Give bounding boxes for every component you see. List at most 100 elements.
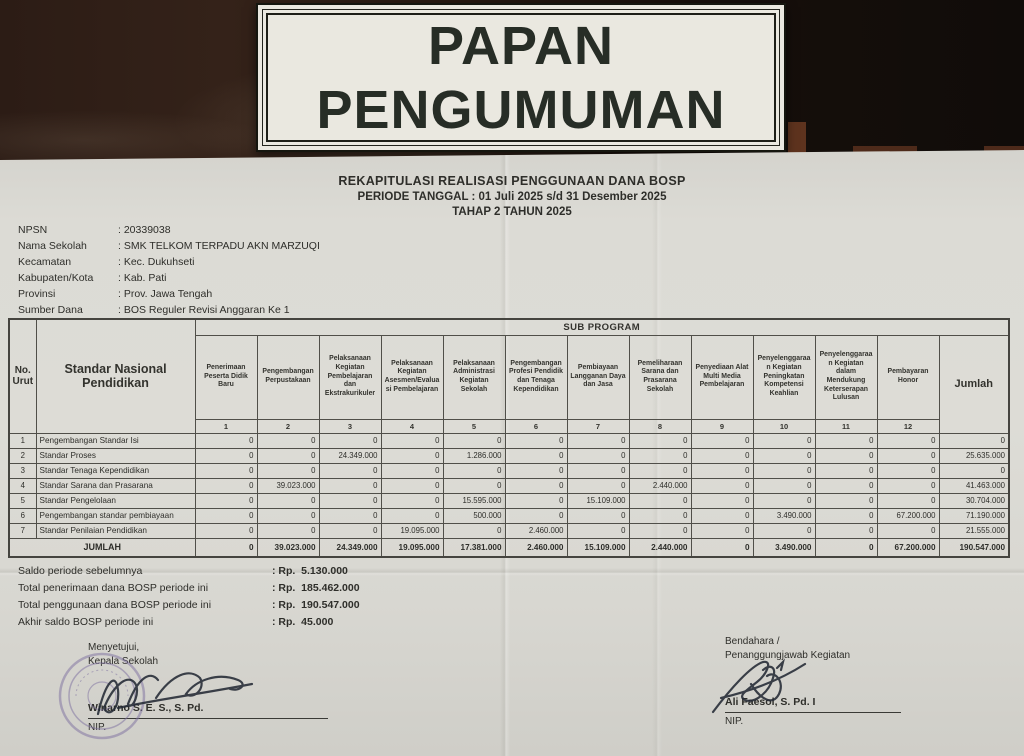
cell-value: 0 <box>380 462 444 479</box>
cell-value: 0 <box>690 462 754 479</box>
bosp-table: No. Urut Standar Nasional Pendidikan SUB P… <box>8 318 1010 558</box>
info-label: Sumber Dana <box>18 304 83 316</box>
table-row: 2 Standar Proses 0 0 24.349.000 0 1.286.000 0 0 0… <box>8 447 1010 464</box>
cell-no: 4 <box>8 477 37 494</box>
cell-value: 39.023.000 <box>256 477 320 494</box>
info-value: : Prov. Jawa Tengah <box>118 288 213 300</box>
summary-row-saldo-sebelumnya: Saldo periode sebelumnya : Rp. 5.130.000 <box>18 562 360 579</box>
summary-row-total-penggunaan: Total penggunaan dana BOSP periode ini :… <box>18 596 360 613</box>
cell-value: 1.286.000 <box>442 447 506 464</box>
cell-value: 0 <box>318 477 382 494</box>
cell-value: 0 <box>814 477 878 494</box>
table-row: 1 Pengembangan Standar Isi 0 0 0 0 0 0 0 0 0 0 0 0 0 <box>8 432 1010 449</box>
cell-value: 0 <box>628 507 692 524</box>
col-header-sub-program: SUB PROGRAM <box>194 318 1010 336</box>
cell-standar-name: Standar Proses <box>35 447 196 464</box>
cell-standar-name: Standar Penilaian Pendidikan <box>35 522 196 539</box>
sign-border-inner <box>266 13 776 142</box>
cell-value: 0 <box>504 507 568 524</box>
col-number: 8 <box>628 418 692 434</box>
info-value: : Kab. Pati <box>118 272 167 284</box>
cell-value: 0 <box>504 432 568 449</box>
summary-label: Saldo periode sebelumnya <box>18 564 143 577</box>
cell-value: 24.349.000 <box>318 447 382 464</box>
summary-label: Total penerimaan dana BOSP periode ini <box>18 581 209 594</box>
cell-value: 500.000 <box>442 507 506 524</box>
col-number: 6 <box>504 418 568 434</box>
cell-value: 0 <box>876 522 940 539</box>
signature-line1: Menyetujui, <box>88 642 140 653</box>
cell-value: 0 <box>194 432 258 449</box>
info-value: : BOS Reguler Revisi Anggaran Ke 1 <box>118 304 290 316</box>
sign-line1: PAPAN <box>427 15 614 76</box>
cell-value: 0 <box>318 432 382 449</box>
cell-value: 0 <box>194 492 258 509</box>
total-value: 0 <box>690 537 754 558</box>
cell-value: 0 <box>752 462 816 479</box>
cell-no: 3 <box>8 462 37 479</box>
info-label: Kabupaten/Kota <box>18 272 94 284</box>
cell-no: 5 <box>8 492 37 509</box>
cell-value: 0 <box>256 462 320 479</box>
papan-pengumuman-sign: PAPAN PENGUMUMAN <box>256 3 786 152</box>
cell-value: 0 <box>628 447 692 464</box>
cell-value: 0 <box>876 432 940 449</box>
cell-value: 0 <box>442 462 506 479</box>
cell-value: 0 <box>566 432 630 449</box>
col-header-standar-nasional: Standar Nasional Pendidikan <box>35 318 196 434</box>
cell-value: 0 <box>504 447 568 464</box>
cell-value: 0 <box>256 507 320 524</box>
cell-value: 0 <box>194 522 258 539</box>
total-value: 67.200.000 <box>876 537 940 558</box>
cell-value: 0 <box>814 522 878 539</box>
cell-value: 0 <box>318 462 382 479</box>
summary-value: : Rp. 5.130.000 <box>272 564 348 577</box>
cell-value: 0 <box>256 522 320 539</box>
total-value: 2.440.000 <box>628 537 692 558</box>
cell-jumlah: 0 <box>938 432 1010 449</box>
col-number: 7 <box>566 418 630 434</box>
cell-value: 0 <box>566 477 630 494</box>
total-value: 2.460.000 <box>504 537 568 558</box>
col-number: 2 <box>256 418 320 434</box>
cell-value: 0 <box>814 447 878 464</box>
cell-value: 0 <box>442 522 506 539</box>
cell-value: 0 <box>318 507 382 524</box>
total-jumlah: 190.547.000 <box>938 537 1010 558</box>
cell-value: 0 <box>876 477 940 494</box>
cell-standar-name: Standar Sarana dan Prasarana <box>35 477 196 494</box>
col-number: 9 <box>690 418 754 434</box>
total-label: JUMLAH <box>8 537 196 558</box>
cell-value: 0 <box>566 447 630 464</box>
cell-value: 0 <box>504 477 568 494</box>
cell-value: 0 <box>690 507 754 524</box>
cell-value: 0 <box>752 477 816 494</box>
cell-standar-name: Standar Tenaga Kependidikan <box>35 462 196 479</box>
cell-value: 3.490.000 <box>752 507 816 524</box>
col-header-program: Penerimaan Peserta Didik Baru <box>194 334 258 420</box>
info-value: : Kec. Dukuhseti <box>118 256 195 268</box>
balance-summary-block: Saldo periode sebelumnya : Rp. 5.130.000… <box>18 562 360 630</box>
cell-standar-name: Pengembangan Standar Isi <box>35 432 196 449</box>
cell-value: 0 <box>814 432 878 449</box>
cell-value: 0 <box>628 522 692 539</box>
cell-value: 0 <box>194 507 258 524</box>
wood-block <box>788 122 806 160</box>
cell-jumlah: 71.190.000 <box>938 507 1010 524</box>
cell-jumlah: 0 <box>938 462 1010 479</box>
col-header-program: Pelaksanaan Kegiatan Pembelajaran dan Ek… <box>318 334 382 420</box>
paper-fold-crease <box>0 568 1024 576</box>
info-row-kabupaten: Kabupaten/Kota : Kab. Pati <box>18 270 320 286</box>
cell-value: 0 <box>442 432 506 449</box>
table-row: 5 Standar Pengelolaan 0 0 0 0 15.595.000 0 15.10… <box>8 492 1010 509</box>
cell-value: 0 <box>814 507 878 524</box>
signature-line2: Penanggungjawab Kegiatan <box>725 650 851 661</box>
report-title: REKAPITULASI REALISASI PENGGUNAAN DANA B… <box>338 174 686 188</box>
cell-value: 0 <box>380 477 444 494</box>
col-header-program: Penyelenggaraan Kegiatan dalam Mendukung… <box>814 334 878 420</box>
cell-value: 0 <box>256 447 320 464</box>
cell-value: 0 <box>194 462 258 479</box>
col-header-program: Pengembangan Perpustakaan <box>256 334 320 420</box>
nip-label: NIP. <box>725 716 744 727</box>
col-number: 5 <box>442 418 506 434</box>
